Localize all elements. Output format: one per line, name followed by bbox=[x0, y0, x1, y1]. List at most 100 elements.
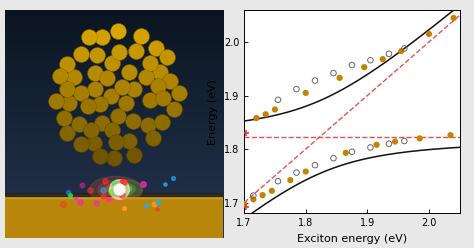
Point bbox=[64, 189, 72, 193]
Point bbox=[87, 128, 95, 132]
Ellipse shape bbox=[107, 180, 142, 198]
Point bbox=[107, 190, 115, 194]
Point bbox=[379, 57, 386, 61]
Point bbox=[132, 49, 139, 53]
Point bbox=[366, 58, 374, 62]
Point bbox=[385, 142, 392, 146]
Point bbox=[91, 87, 99, 91]
Point bbox=[360, 65, 368, 69]
Point bbox=[348, 150, 356, 154]
Point bbox=[139, 182, 147, 186]
Point bbox=[154, 200, 162, 204]
Point bbox=[311, 163, 319, 167]
Point bbox=[56, 74, 64, 78]
Point bbox=[59, 202, 67, 206]
Point bbox=[98, 121, 105, 124]
Ellipse shape bbox=[104, 184, 128, 196]
Point bbox=[115, 50, 123, 54]
Point bbox=[99, 194, 107, 198]
Point bbox=[126, 70, 133, 74]
Point bbox=[93, 54, 100, 58]
Ellipse shape bbox=[90, 176, 142, 204]
Point bbox=[137, 34, 145, 38]
Point bbox=[75, 122, 82, 126]
Point bbox=[366, 146, 374, 150]
Point bbox=[348, 63, 356, 67]
Ellipse shape bbox=[98, 181, 134, 200]
Point bbox=[259, 193, 266, 197]
Point bbox=[286, 178, 294, 182]
Point bbox=[154, 84, 162, 88]
Point bbox=[274, 98, 282, 102]
Point bbox=[262, 112, 269, 116]
Point bbox=[64, 131, 71, 135]
Point bbox=[118, 179, 126, 183]
Point bbox=[76, 200, 83, 204]
Point bbox=[113, 140, 120, 144]
Point bbox=[52, 99, 60, 103]
Point bbox=[120, 180, 128, 184]
Point bbox=[99, 188, 107, 192]
Point bbox=[131, 87, 138, 91]
Point bbox=[274, 179, 282, 183]
Point bbox=[329, 156, 337, 160]
Point bbox=[63, 62, 71, 66]
Point bbox=[150, 202, 158, 206]
Point bbox=[120, 206, 128, 210]
Point bbox=[101, 179, 109, 183]
Point bbox=[271, 107, 279, 111]
Point bbox=[105, 197, 112, 201]
Ellipse shape bbox=[118, 186, 131, 193]
Point bbox=[108, 128, 116, 132]
Point bbox=[163, 55, 171, 59]
Point bbox=[86, 188, 94, 192]
Point bbox=[425, 32, 433, 36]
Point bbox=[114, 30, 122, 33]
Point bbox=[175, 91, 183, 95]
Point bbox=[96, 154, 104, 158]
Point bbox=[158, 120, 165, 124]
Bar bbox=[5, 195, 223, 238]
Point bbox=[240, 202, 248, 206]
Point bbox=[170, 176, 177, 180]
Point bbox=[66, 193, 74, 197]
Point bbox=[146, 98, 154, 102]
Point bbox=[79, 183, 86, 186]
Point bbox=[65, 101, 73, 105]
Point bbox=[108, 93, 115, 97]
Point bbox=[123, 100, 130, 104]
Point bbox=[91, 71, 99, 75]
Point bbox=[447, 133, 454, 137]
Point bbox=[85, 35, 92, 39]
Point bbox=[253, 116, 260, 120]
Point bbox=[77, 91, 84, 95]
Point bbox=[97, 101, 104, 105]
Ellipse shape bbox=[109, 186, 123, 194]
Point bbox=[336, 76, 343, 80]
Point bbox=[385, 52, 392, 56]
Point bbox=[161, 182, 168, 186]
Bar bbox=[5, 193, 223, 196]
Point bbox=[142, 75, 150, 79]
Point bbox=[125, 139, 133, 143]
Point bbox=[397, 49, 405, 53]
X-axis label: Exciton energy (eV): Exciton energy (eV) bbox=[297, 234, 407, 244]
Point bbox=[391, 140, 399, 144]
Point bbox=[292, 87, 300, 91]
Point bbox=[249, 194, 257, 198]
Point bbox=[159, 96, 167, 100]
Point bbox=[145, 123, 152, 126]
Point bbox=[302, 91, 310, 95]
Point bbox=[342, 151, 349, 155]
Point bbox=[70, 75, 77, 79]
Point bbox=[153, 207, 161, 211]
Point bbox=[401, 46, 408, 50]
Point bbox=[142, 203, 149, 207]
Point bbox=[311, 79, 319, 83]
Point bbox=[146, 61, 154, 65]
Point bbox=[268, 189, 276, 193]
Point bbox=[63, 87, 71, 91]
Point bbox=[329, 71, 337, 75]
Point bbox=[73, 196, 80, 200]
Point bbox=[171, 107, 178, 111]
